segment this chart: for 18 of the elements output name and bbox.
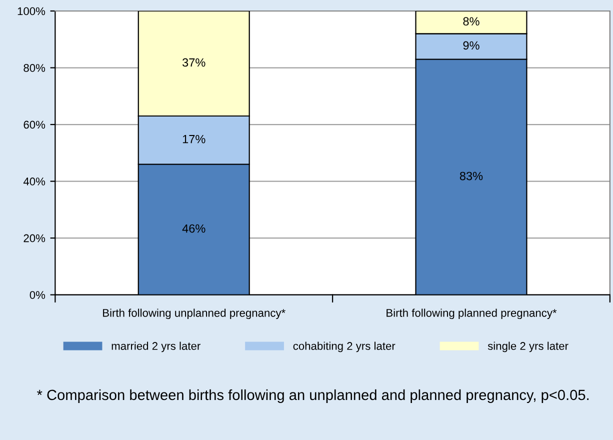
x-tick-label: Birth following planned pregnancy* bbox=[386, 308, 557, 320]
data-label: 46% bbox=[182, 224, 206, 233]
data-label: 83% bbox=[460, 172, 483, 180]
data-label: 17% bbox=[182, 134, 206, 144]
y-tick-label: 100% bbox=[18, 7, 46, 16]
data-label: 37% bbox=[182, 58, 206, 67]
data-label: 8% bbox=[463, 17, 480, 26]
text: * Comparison between births following an unplanned and planned pregnancy, p<0.05. bbox=[37, 389, 589, 403]
y-tick-label: 20% bbox=[24, 234, 46, 242]
y-tick-label: 0% bbox=[30, 291, 46, 299]
y-tick-label: 40% bbox=[23, 178, 46, 186]
legend-label: married 2 yrs later bbox=[112, 342, 200, 352]
y-tick-label: 60% bbox=[24, 120, 46, 129]
x-tick-label: Birth following unplanned pregnancy* bbox=[103, 308, 286, 320]
data-label: 9% bbox=[463, 41, 480, 50]
legend-label: single 2 yrs later bbox=[488, 342, 568, 352]
legend-label: cohabiting 2 yrs later bbox=[293, 342, 396, 352]
y-tick-label: 80% bbox=[24, 64, 46, 72]
